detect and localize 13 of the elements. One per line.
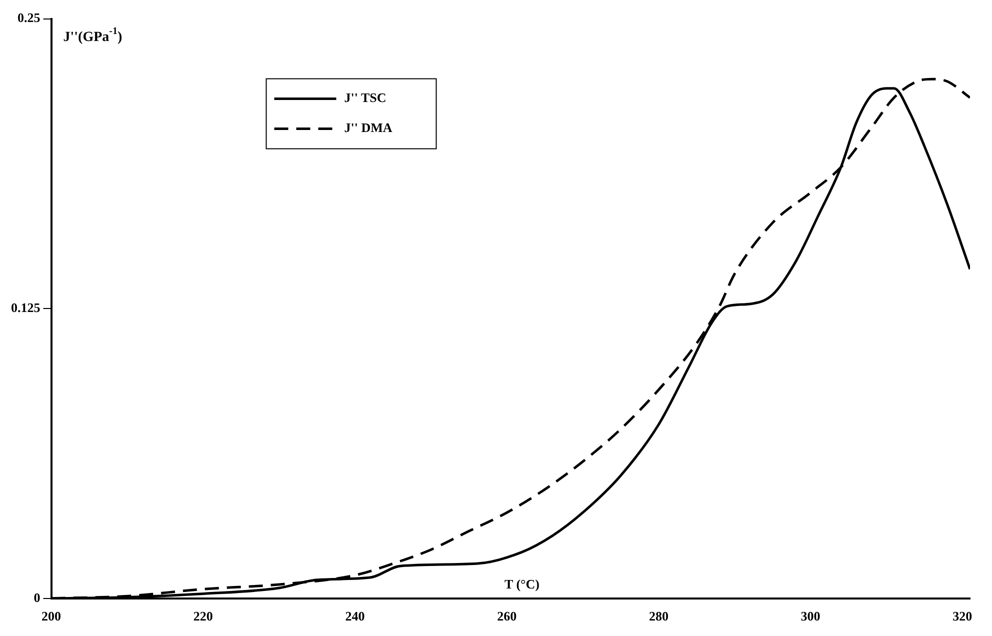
x-tick-label: 300 <box>800 608 820 624</box>
x-tick-label: 280 <box>648 608 668 624</box>
x-axis-title: T (°C) <box>504 576 540 592</box>
y-tick-label: 0 <box>34 590 40 605</box>
x-tick-label: 240 <box>345 608 365 624</box>
legend-label: J'' TSC <box>344 90 386 106</box>
y-tick-label: 0.25 <box>18 10 41 26</box>
legend-label: J'' DMA <box>344 120 393 136</box>
x-tick-label: 200 <box>42 608 61 624</box>
x-tick-label: 220 <box>193 608 213 624</box>
y-tick-label: 0.125 <box>11 300 41 315</box>
x-tick-label: 320 <box>952 608 972 624</box>
x-tick-label: 260 <box>497 608 517 624</box>
